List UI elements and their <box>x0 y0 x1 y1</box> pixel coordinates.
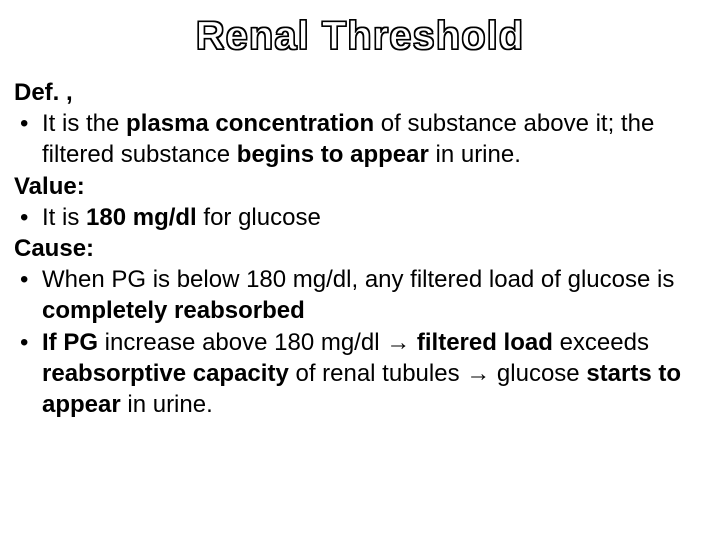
heading-cause: Cause: <box>14 233 706 264</box>
text: of renal tubules <box>289 360 466 387</box>
slide: Renal Threshold Def. , It is the plasma … <box>0 0 720 540</box>
text: in urine. <box>429 141 521 168</box>
text: When PG is below 180 mg/dl, any filtered… <box>42 266 674 293</box>
text: exceeds <box>553 329 649 356</box>
list-item: It is 180 mg/dl for glucose <box>14 202 706 233</box>
heading-value: Value: <box>14 171 706 202</box>
bold-text: plasma concentration <box>126 110 374 137</box>
list-item: If PG increase above 180 mg/dl → filtere… <box>14 327 706 421</box>
def-list: It is the plasma concentration of substa… <box>14 108 706 170</box>
cause-list: When PG is below 180 mg/dl, any filtered… <box>14 264 706 420</box>
text: It is the <box>42 110 126 137</box>
text: glucose <box>490 360 586 387</box>
heading-def: Def. , <box>14 77 706 108</box>
value-list: It is 180 mg/dl for glucose <box>14 202 706 233</box>
arrow-icon: → <box>466 360 490 387</box>
list-item: It is the plasma concentration of substa… <box>14 108 706 170</box>
list-item: When PG is below 180 mg/dl, any filtered… <box>14 264 706 326</box>
arrow-icon: → <box>386 329 410 356</box>
bold-text: begins to appear <box>237 141 429 168</box>
bold-text: reabsorptive capacity <box>42 360 289 387</box>
bold-text: If PG <box>42 329 98 356</box>
text: in urine. <box>121 391 213 418</box>
bold-text: completely reabsorbed <box>42 297 305 324</box>
bold-text: 180 mg/dl <box>86 204 197 231</box>
text: for glucose <box>197 204 321 231</box>
bold-text: filtered load <box>417 329 553 356</box>
text: increase above 180 mg/dl <box>98 329 386 356</box>
text: It is <box>42 204 86 231</box>
slide-title: Renal Threshold <box>14 14 706 59</box>
text <box>410 329 417 356</box>
slide-content: Def. , It is the plasma concentration of… <box>14 77 706 420</box>
